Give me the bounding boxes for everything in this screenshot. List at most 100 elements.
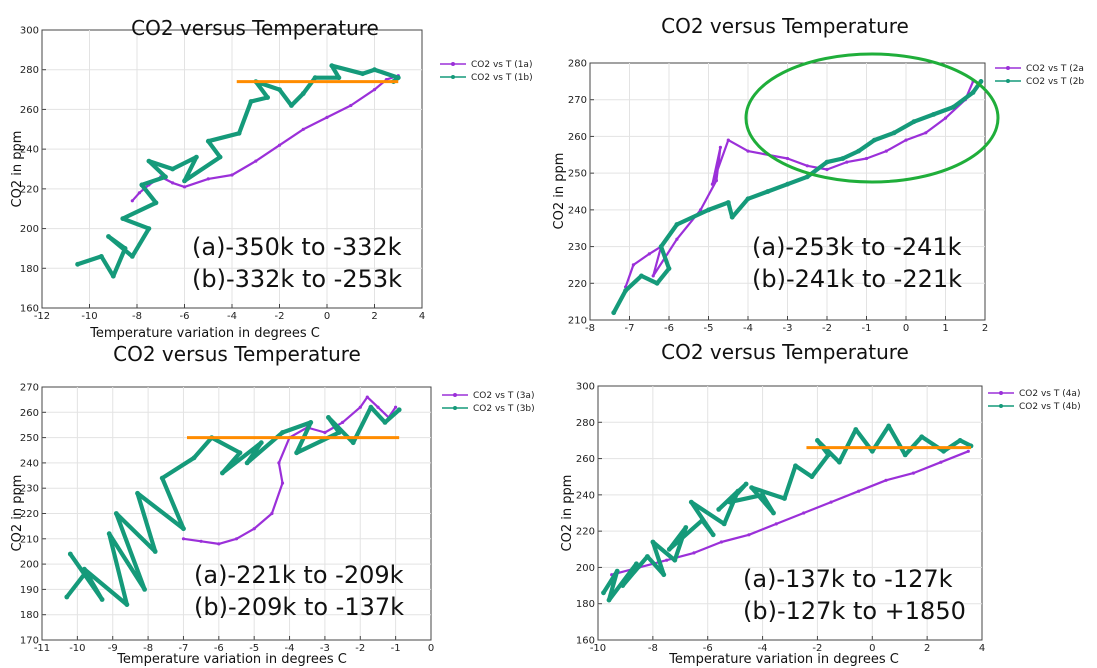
data-point [706,207,711,213]
data-point [674,222,680,227]
data-point [217,154,223,160]
x-tick-label: -10 [590,643,606,654]
chart-panel-4: -10 -8 -6 -4 -2 0 2 4 160 180 200 220 240 260 280 300 CO… [560,340,1081,667]
data-point [82,571,87,577]
y-tick-label: 260 [20,408,39,419]
data-point [853,427,859,432]
x-tick-label: -5 [249,643,259,654]
x-tick-label: -2 [355,643,365,654]
data-point [699,208,703,212]
data-point [710,532,716,538]
data-point [919,434,925,440]
data-point [672,557,678,563]
data-point [654,280,660,286]
chart-panel-2: -8 -7 -6 -5 -4 -3 -2 -1 0 1 2 210 220 230 240 250 260 270… [552,14,1084,334]
data-point [943,116,948,120]
chart-title: CO2 versus Temperature [661,14,909,38]
x-tick-label: -10 [81,311,97,322]
data-point [765,189,771,194]
y-tick-label: 210 [20,534,39,545]
data-point [729,214,735,220]
data-point [743,481,749,487]
data-point [277,461,281,465]
y-tick-label: 160 [20,304,39,315]
x-tick-label: -6 [703,643,713,654]
data-point [904,138,908,142]
data-point [368,404,374,410]
range-annotation: (b)-241k to -221k [752,265,962,293]
data-point [326,415,331,420]
legend-label: CO2 vs T (1a) [471,60,532,70]
y-tick-label: 220 [20,509,39,520]
data-point [727,499,733,505]
y-tick-label: 220 [576,527,595,538]
legend-marker [1006,79,1010,83]
legend-marker [453,393,457,397]
data-point [957,438,963,443]
data-point [804,174,810,180]
data-point [325,115,329,119]
data-point [782,496,787,501]
data-point [815,438,820,443]
data-point [199,539,203,543]
data-point [688,499,694,505]
legend-marker [999,391,1003,395]
data-point [106,234,111,239]
data-point [725,200,731,205]
data-point [978,79,984,84]
y-tick-label: 240 [576,490,595,501]
data-point [82,566,87,572]
data-point [634,561,639,567]
y-tick-label: 230 [568,242,587,253]
data-point [726,138,730,142]
data-point [824,159,830,165]
data-point [129,254,135,259]
y-tick-label: 270 [568,95,587,106]
x-tick-label: -6 [180,311,190,322]
data-point [620,583,626,588]
legend-label: CO2 vs T (4a) [1019,389,1080,399]
data-point [181,526,186,532]
data-point [658,244,664,250]
legend-label: CO2 vs T (3a) [473,391,534,401]
x-tick-label: 0 [324,311,330,322]
data-point [601,590,606,596]
x-tick-label: 4 [979,643,985,654]
plot-area [597,385,983,641]
data-point [376,405,380,409]
data-point [826,452,831,458]
y-axis-label: CO2 in ppm [560,475,575,552]
x-tick-label: -12 [34,311,50,322]
data-point [884,149,888,153]
data-point [124,602,130,607]
range-annotation: (b)-332k to -253k [192,265,402,293]
data-point [886,423,892,429]
x-tick-label: -8 [132,311,142,322]
x-tick-label: -4 [285,643,295,654]
data-point [113,511,119,516]
legend-marker [1006,66,1010,70]
y-tick-label: 200 [20,224,39,235]
data-point [294,450,299,456]
x-tick-label: 0 [869,643,875,654]
data-point [159,475,165,481]
data-point [611,310,617,316]
range-annotation: (a)-253k to -241k [752,233,962,261]
x-tick-label: -10 [69,643,85,654]
legend-marker [453,406,457,410]
data-point [793,463,798,469]
x-tick-label: -3 [783,323,793,334]
data-point [120,216,126,222]
data-point [710,182,715,186]
data-point [735,488,741,494]
x-tick-label: 2 [924,643,930,654]
y-tick-label: 240 [20,458,39,469]
x-tick-label: -2 [275,311,285,322]
data-point [395,75,401,81]
y-tick-label: 180 [576,599,595,610]
data-point [244,460,250,466]
data-point [645,554,650,559]
data-point [647,252,651,256]
x-tick-label: -11 [34,643,50,654]
x-tick-label: -9 [108,643,118,654]
